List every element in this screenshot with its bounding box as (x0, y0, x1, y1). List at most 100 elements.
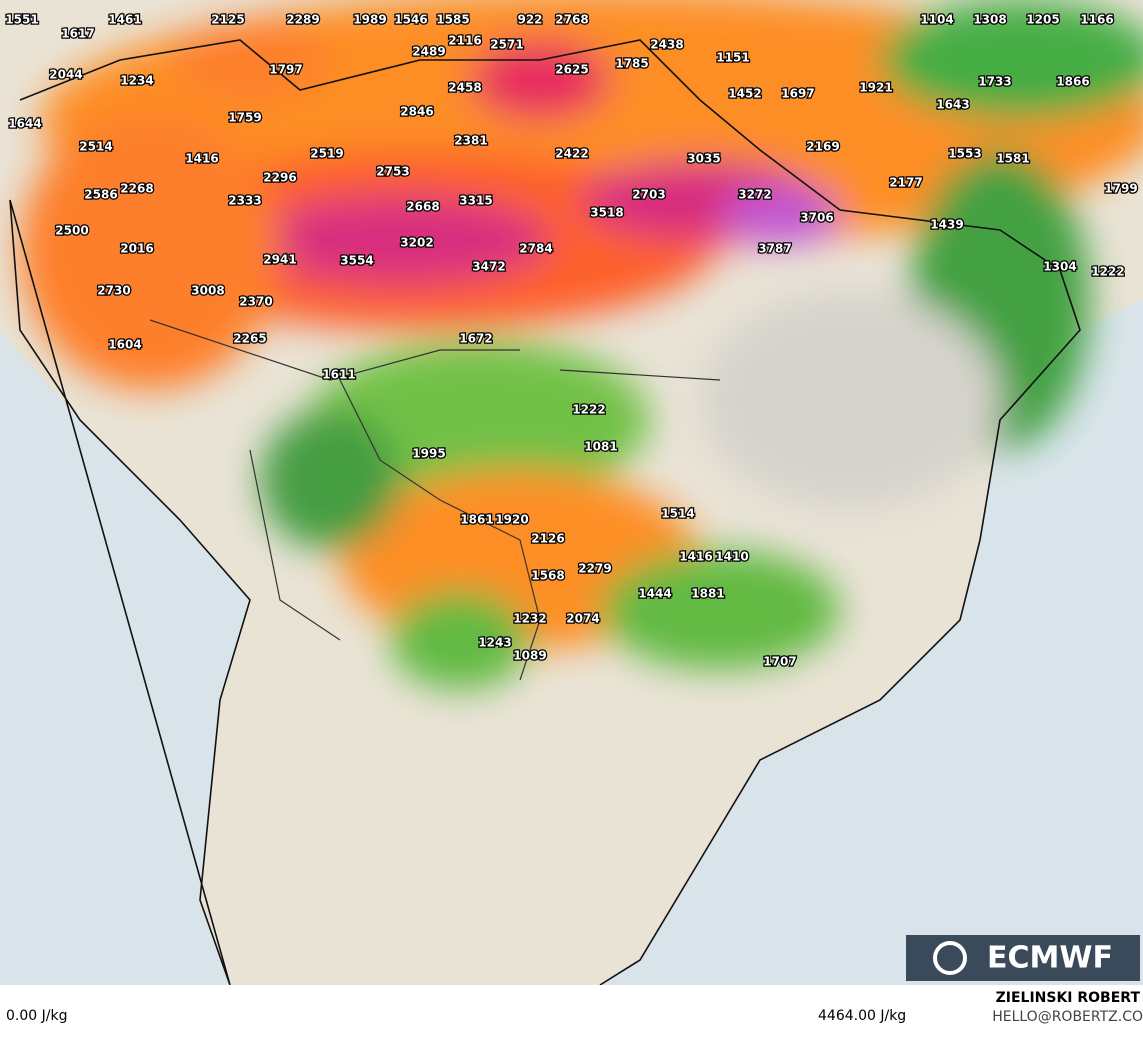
credit-contact: HELLO@ROBERTZ.CO (992, 1009, 1143, 1025)
value-label: 1461 (108, 13, 141, 27)
value-label: 2489 (412, 45, 445, 59)
value-label: 1995 (412, 447, 445, 461)
value-label: 1866 (1056, 75, 1089, 89)
value-label: 1920 (495, 513, 528, 527)
value-label: 1568 (531, 569, 564, 583)
value-label: 1799 (1104, 182, 1137, 196)
value-label: 2126 (531, 532, 564, 546)
value-label: 1232 (513, 612, 546, 626)
value-label: 2370 (239, 295, 272, 309)
value-label: 1733 (978, 75, 1011, 89)
value-label: 1861 (460, 513, 493, 527)
value-label: 1697 (781, 87, 814, 101)
value-label: 3706 (800, 211, 833, 225)
credit-name: ZIELINSKI ROBERT (996, 990, 1141, 1006)
value-label: 2169 (806, 140, 839, 154)
max-label: 4464.00 J/kg (818, 1008, 906, 1024)
value-label: 3472 (472, 260, 505, 274)
min-label: 0.00 J/kg (6, 1008, 67, 1024)
value-label: 1921 (859, 81, 892, 95)
value-label: 2458 (448, 81, 481, 95)
value-label: 2074 (566, 612, 599, 626)
value-label: 1304 (1043, 260, 1076, 274)
value-label: 1785 (615, 57, 648, 71)
value-label: 1439 (930, 218, 963, 232)
logo: ECMWF (987, 941, 1113, 976)
value-label: 1410 (715, 550, 748, 564)
value-label: 1546 (394, 13, 427, 27)
value-labels: 1551 1461 2125 2289 1989 1546 1585 922 2768 1104 1… (4, 11, 1139, 670)
value-label: 1989 (353, 13, 386, 27)
value-label: 1104 (920, 13, 953, 27)
value-label: 1222 (572, 403, 605, 417)
value-label: 3035 (687, 152, 720, 166)
value-label: 1611 (322, 368, 355, 382)
value-label: 2668 (406, 200, 439, 214)
value-label: 1089 (513, 649, 546, 663)
value-label: 1416 (679, 550, 712, 564)
value-label: 1308 (973, 13, 1006, 27)
value-label: 1581 (996, 152, 1029, 166)
value-label: 1166 (1080, 13, 1113, 27)
value-label: 3518 (590, 206, 623, 220)
value-label: 3554 (340, 254, 373, 268)
value-label: 2514 (79, 140, 112, 154)
value-label: 2177 (889, 176, 922, 190)
logo-box: ECMWF (906, 935, 1140, 981)
value-label: 922 (517, 13, 542, 27)
value-label: 1151 (716, 51, 749, 65)
value-label: 1551 (5, 13, 38, 27)
map-background (0, 0, 1143, 986)
value-label: 1604 (108, 338, 141, 352)
value-label: 2625 (555, 63, 588, 77)
value-label: 2044 (49, 68, 82, 82)
value-label: 2289 (286, 13, 319, 27)
value-label: 2941 (263, 253, 296, 267)
value-label: 2519 (310, 147, 343, 161)
value-label: 3787 (758, 242, 791, 256)
value-label: 2296 (263, 171, 296, 185)
value-label: 1553 (948, 147, 981, 161)
value-label: 2125 (211, 13, 244, 27)
value-label: 2586 (84, 188, 117, 202)
value-label: 2784 (519, 242, 552, 256)
value-label: 2730 (97, 284, 130, 298)
value-label: 1452 (728, 87, 761, 101)
value-label: 2703 (632, 188, 665, 202)
value-label: 1585 (436, 13, 469, 27)
value-label: 3272 (738, 188, 771, 202)
value-label: 1672 (459, 332, 492, 346)
value-label: 1643 (936, 98, 969, 112)
value-label: 1416 (185, 152, 218, 166)
value-label: 2422 (555, 147, 588, 161)
value-label: 2571 (490, 38, 523, 52)
footer (0, 985, 1143, 1035)
value-label: 1444 (638, 587, 671, 601)
value-label: 2381 (454, 134, 487, 148)
value-label: 1081 (584, 440, 617, 454)
value-label: 2768 (555, 13, 588, 27)
value-label: 2268 (120, 182, 153, 196)
value-label: 1234 (120, 74, 153, 88)
value-label: 1759 (228, 111, 261, 125)
value-label: 2279 (578, 562, 611, 576)
value-label: 1243 (478, 636, 511, 650)
value-label: 2500 (55, 224, 88, 238)
value-label: 1222 (1091, 265, 1124, 279)
value-label: 3008 (191, 284, 224, 298)
value-label: 1617 (61, 27, 94, 41)
value-label: 2265 (233, 332, 266, 346)
value-label: 2016 (120, 242, 153, 256)
value-label: 2753 (376, 165, 409, 179)
value-label: 3315 (459, 194, 492, 208)
value-label: 1707 (763, 655, 796, 669)
value-label: 2116 (448, 34, 481, 48)
value-label: 3202 (400, 236, 433, 250)
value-label: 1514 (661, 507, 694, 521)
logo-icon (933, 941, 967, 975)
value-label: 1205 (1026, 13, 1059, 27)
value-label: 1644 (8, 117, 41, 131)
